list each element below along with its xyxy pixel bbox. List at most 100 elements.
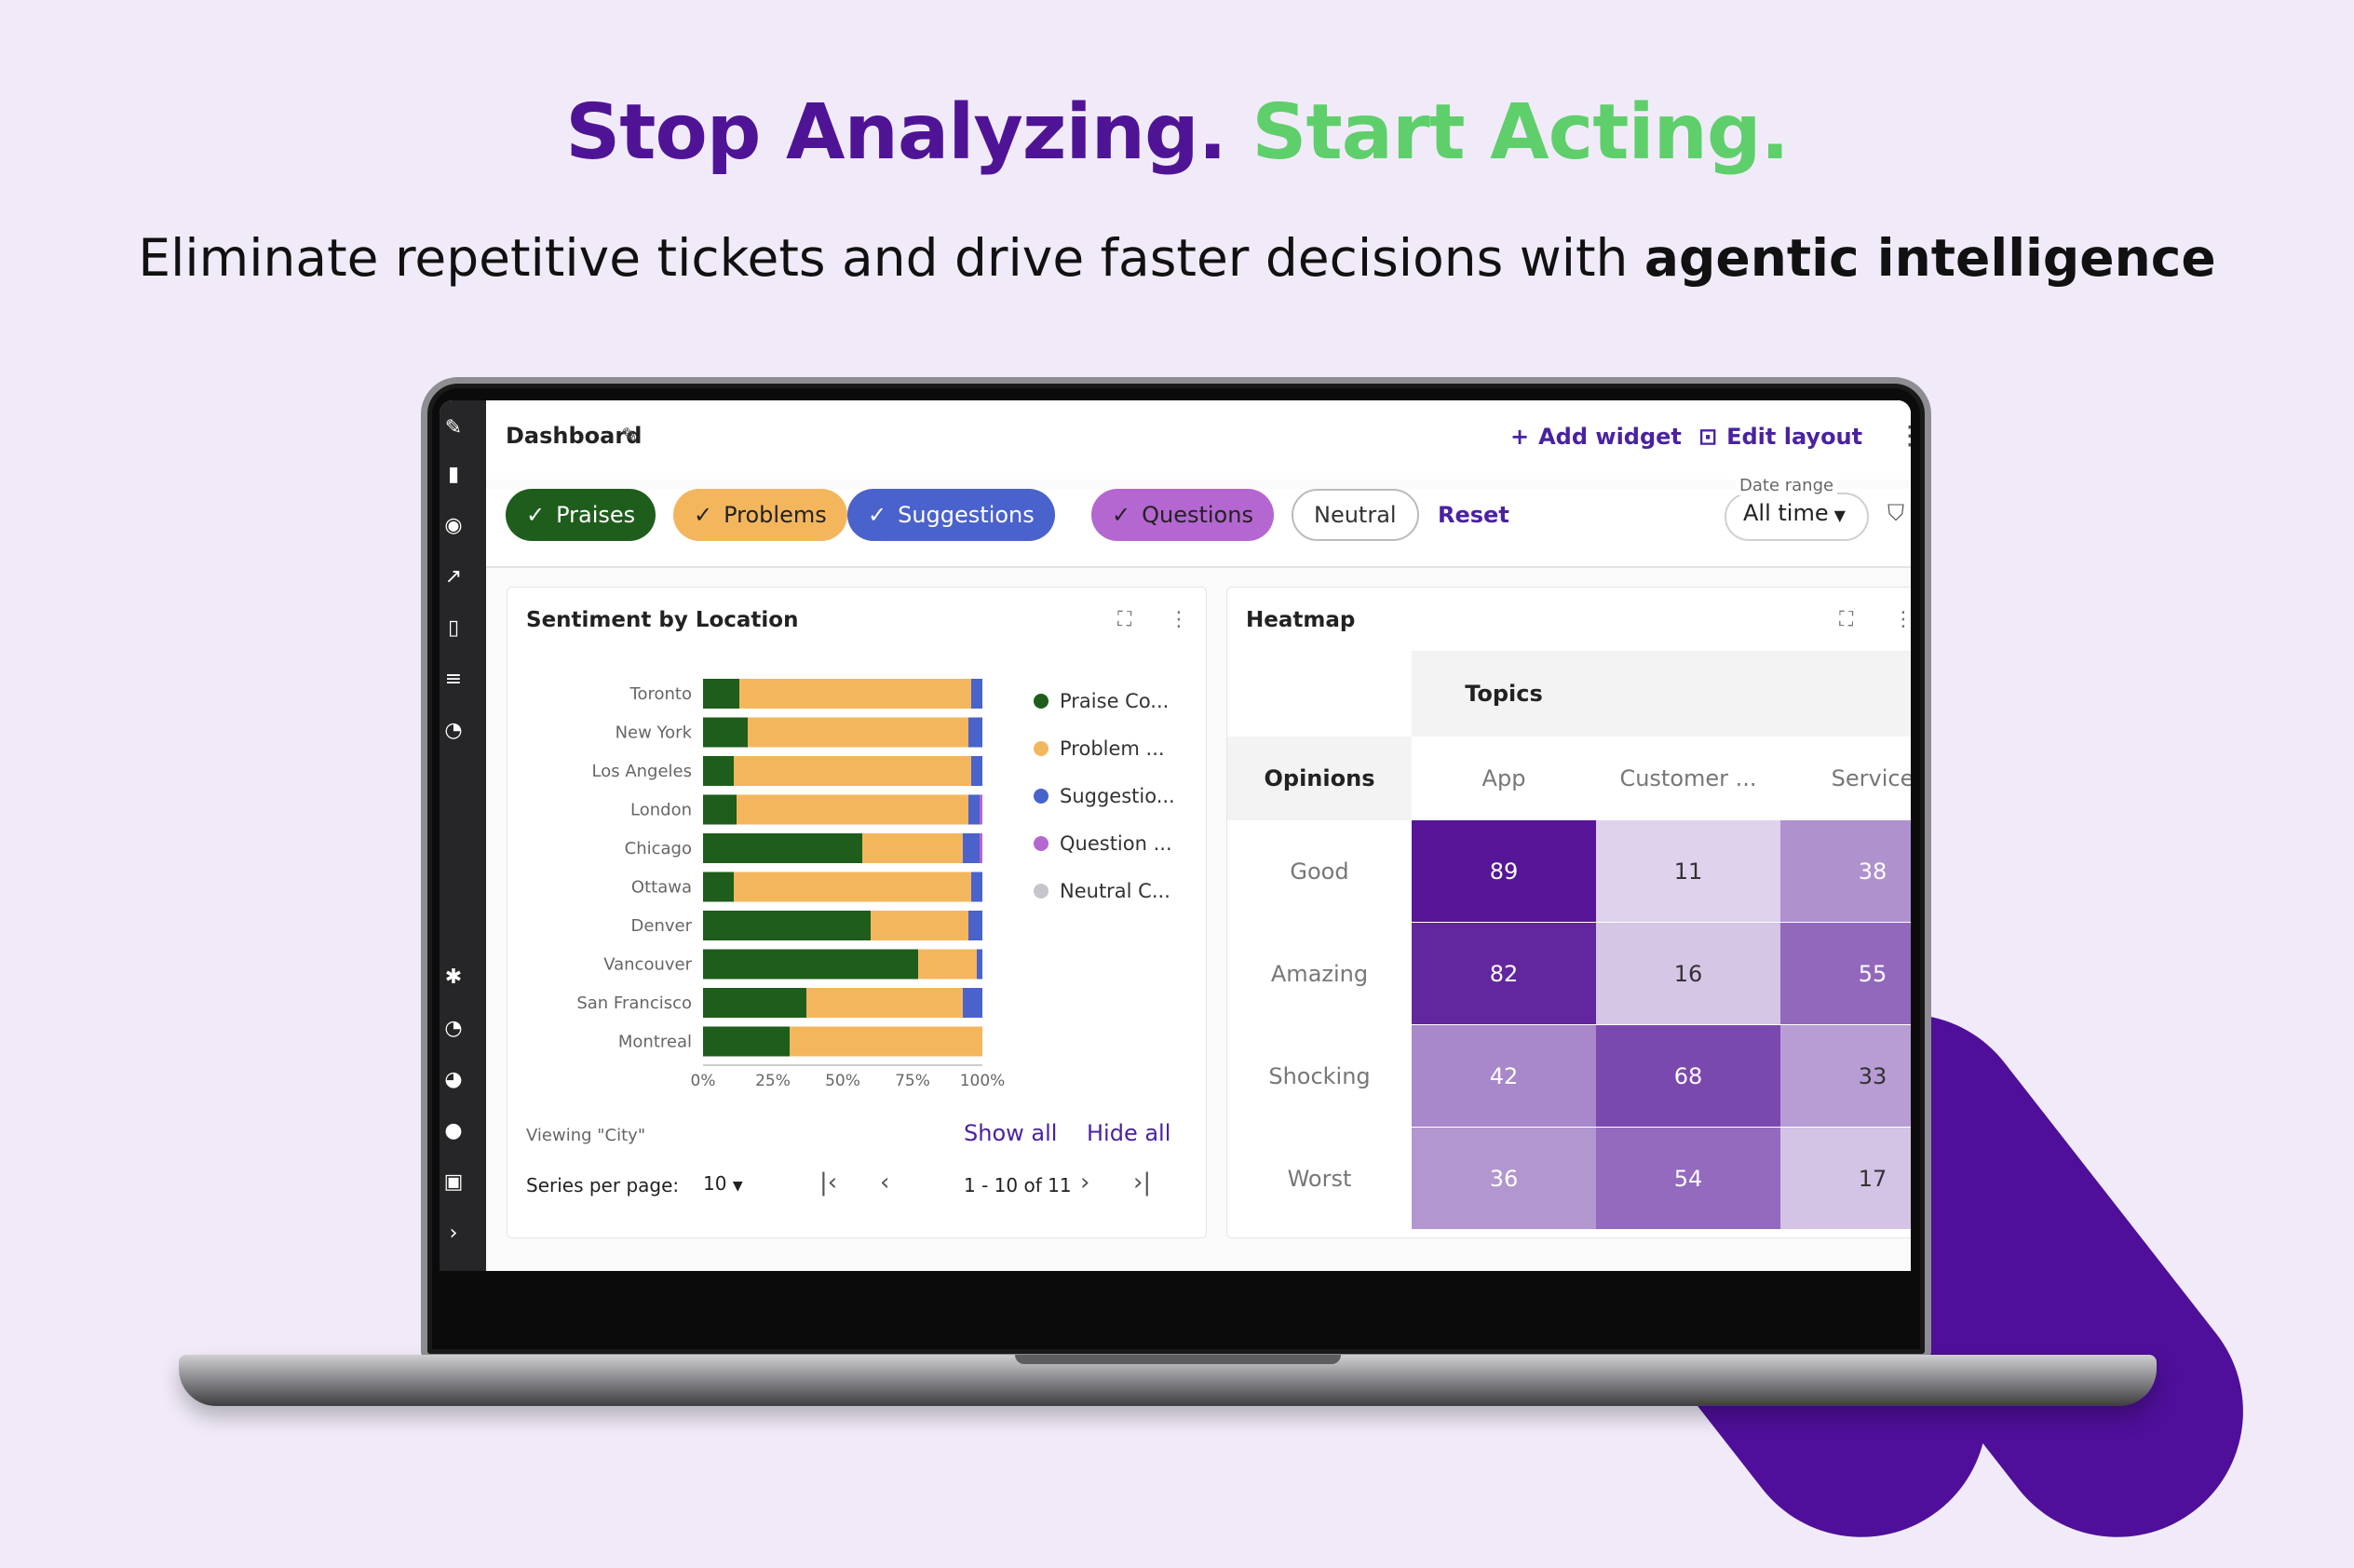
edit-title-icon[interactable]: ✎ [621,425,645,449]
bar-segment[interactable] [703,872,734,902]
bar-segment[interactable] [977,950,982,980]
pencil-icon[interactable]: ✎ [440,414,467,442]
category-label: Ottawa [631,878,692,898]
legend-item[interactable]: Question ... [1034,832,1175,880]
laptop-screen: ✎ ▮ ◉ ↗ ▯ ≡ ◔ ✱ ◔ ◕ ● ▣ › Dashboard ✎ + A… [440,400,1911,1271]
bar-segment[interactable] [806,988,963,1018]
legend-item[interactable]: Praise Co... [1034,690,1175,737]
legend-item[interactable]: Neutral C... [1034,880,1175,927]
edit-layout-button[interactable]: ⊡ Edit layout [1698,424,1862,450]
logout-icon[interactable]: ▣ [440,1169,467,1196]
last-page-icon[interactable]: ›| [1133,1169,1151,1196]
sentiment-card-title: Sentiment by Location [526,608,799,632]
prev-page-icon[interactable]: ‹ [880,1169,889,1196]
heatmap-cell[interactable]: 89 [1412,820,1596,923]
bar-segment[interactable] [703,718,748,748]
bar-segment[interactable] [739,679,971,709]
next-page-icon[interactable]: › [1080,1169,1089,1196]
bar-segment[interactable] [737,795,968,825]
gear-icon[interactable]: ✱ [440,964,467,992]
timer-icon[interactable]: ◕ [440,1066,467,1094]
fullscreen-icon[interactable]: ⛶ [1117,608,1131,631]
user-icon[interactable]: ● [440,1117,467,1145]
heatmap-cell[interactable]: 36 [1412,1128,1596,1230]
chip-label: Praises [556,502,635,528]
bar-segment[interactable] [963,833,980,863]
bar-segment[interactable] [734,872,971,902]
bar-segment[interactable] [871,911,968,940]
list-icon[interactable]: ≡ [440,666,467,694]
heatmap-cell[interactable]: 54 [1596,1128,1780,1230]
category-label: San Francisco [576,994,692,1013]
bar-segment[interactable] [748,718,968,748]
bar-segment[interactable] [790,1027,982,1057]
signal-icon[interactable]: ◉ [440,512,467,540]
add-widget-button[interactable]: + Add widget [1510,424,1682,450]
expand-icon[interactable]: ↗ [440,563,467,591]
chevron-right-icon[interactable]: › [440,1220,467,1248]
add-widget-label: Add widget [1538,424,1682,450]
chip-neutral[interactable]: Neutral [1292,489,1419,541]
hide-all-link[interactable]: Hide all [1087,1120,1170,1146]
clock-icon[interactable]: ◔ [440,717,467,745]
bar-segment[interactable] [918,950,977,980]
bar-segment[interactable] [980,795,982,825]
bar-segment[interactable] [703,1027,790,1057]
heatmap-cell[interactable]: 68 [1596,1025,1780,1128]
plus-icon: + [1510,424,1529,450]
document-icon[interactable]: ▯ [440,615,467,642]
heatmap-cell[interactable]: 82 [1412,923,1596,1025]
bar-segment[interactable] [703,911,871,940]
chip-suggestions[interactable]: ✓ Suggestions [847,489,1055,541]
heatmap-cell[interactable]: 11 [1596,820,1780,923]
history-icon[interactable]: ◔ [440,1015,467,1043]
chip-questions[interactable]: ✓ Questions [1091,489,1274,541]
column-header: Service [1780,737,1911,820]
headline: Stop Analyzing. Start Acting. [0,88,2354,177]
more-options-icon[interactable]: ⋮ [1169,608,1189,631]
heatmap-cell[interactable]: 42 [1412,1025,1596,1128]
bar-segment[interactable] [862,833,963,863]
check-icon: ✓ [868,502,886,528]
bar-segment[interactable] [968,911,982,940]
bar-segment[interactable] [980,833,982,863]
bar-segment[interactable] [703,795,737,825]
heatmap-cell[interactable]: 55 [1780,923,1911,1025]
more-options-icon[interactable]: ⋮ [1893,608,1911,631]
heatmap-cell[interactable]: 16 [1596,923,1780,1025]
first-page-icon[interactable]: |‹ [819,1169,837,1196]
bar-segment[interactable] [703,988,806,1018]
legend-item[interactable]: Problem ... [1034,737,1175,785]
bar-segment[interactable] [971,872,982,902]
check-icon: ✓ [694,502,712,528]
bar-segment[interactable] [963,988,982,1018]
chip-problems[interactable]: ✓ Problems [673,489,847,541]
bar-segment[interactable] [703,679,739,709]
legend-label: Question ... [1060,832,1172,855]
legend-item[interactable]: Suggestio... [1034,785,1175,832]
bar-segment[interactable] [968,718,982,748]
bar-segment[interactable] [703,756,734,786]
fullscreen-icon[interactable]: ⛶ [1839,608,1853,631]
heatmap-cell[interactable]: 38 [1780,820,1911,923]
heatmap-cell[interactable]: 33 [1780,1025,1911,1128]
date-range-value[interactable]: All time ▼ [1743,500,1846,526]
check-icon: ✓ [1112,502,1130,528]
bar-segment[interactable] [703,950,918,980]
chip-praises[interactable]: ✓ Praises [506,489,656,541]
file-icon[interactable]: ▮ [440,461,467,489]
bar-segment[interactable] [968,795,980,825]
bar-segment[interactable] [734,756,971,786]
bar-segment[interactable] [971,756,982,786]
bar-segment[interactable] [971,679,982,709]
category-label: Toronto [629,684,692,704]
reset-link[interactable]: Reset [1438,502,1509,528]
filter-icon[interactable]: ⛉ [1887,500,1904,526]
heatmap-cell[interactable]: 17 [1780,1128,1911,1230]
bar-segment[interactable] [703,833,862,863]
more-options-icon[interactable]: ⋮ [1897,421,1908,451]
show-all-link[interactable]: Show all [964,1120,1057,1146]
opinions-header: Opinions [1227,737,1412,820]
per-page-select[interactable]: 10 ▼ [703,1172,743,1195]
x-tick-label: 75% [895,1072,930,1090]
